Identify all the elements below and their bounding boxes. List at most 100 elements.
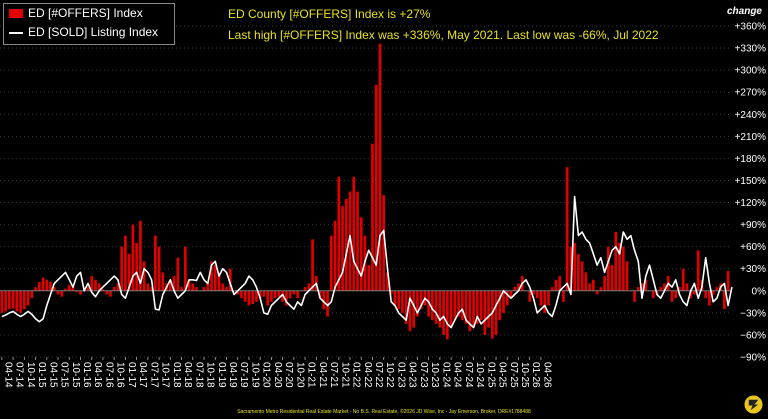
legend-swatch-bar [9,9,23,18]
offers-bar [401,290,404,313]
offers-bar [457,290,460,317]
offers-bar [412,290,416,328]
offers-bar [94,279,97,291]
x-tick-label: 10-15 [70,362,81,388]
offers-bar [644,279,648,291]
offers-bar [693,290,696,295]
offers-bar [427,290,430,317]
x-tick-label: 07-21 [328,362,339,388]
offers-bar [446,290,449,340]
line-series [1,195,733,329]
offers-bar [127,254,131,291]
offers-bar [371,143,374,291]
offers-bar [685,283,689,291]
x-tick-label: 07-14 [14,362,25,388]
offers-bar [460,290,464,321]
x-tick-label: 10-18 [205,362,216,388]
offers-bar [341,206,344,291]
y-tick-label: +150% [735,176,767,187]
offers-bar [453,290,457,321]
offers-bar [352,176,356,291]
offers-bar [543,290,547,313]
offers-bar [183,246,187,291]
offers-bar [75,290,79,293]
offers-bar [595,290,599,295]
offers-bar [547,290,550,306]
offers-bar [681,268,685,291]
offers-bar [146,283,150,291]
offers-bar [487,290,490,328]
offers-bar [479,290,483,321]
offers-bar [498,290,502,321]
offers-bar [8,290,11,310]
offers-bar [408,290,412,332]
x-tick-label: 07-17 [148,362,159,388]
offers-bar [124,235,127,291]
offers-bar [262,290,266,297]
offers-bar [397,290,401,310]
offers-bar [0,290,4,313]
offers-bar [726,270,730,291]
offers-bar [187,279,191,291]
offers-bar [382,195,386,291]
offers-bar [288,290,292,299]
offers-bar [528,290,532,302]
offers-bar [715,287,719,291]
offers-bar [90,276,94,291]
offers-bar [573,242,576,291]
x-tick-label: 01-22 [351,362,362,388]
offers-bar [696,250,700,291]
offers-bar [64,288,67,291]
offers-bar [449,290,453,328]
offers-bar [505,290,509,306]
offers-bar [19,290,22,313]
headline-high-low: Last high [#OFFERS] Index was +336%, May… [228,28,659,42]
x-tick-label: 01-15 [36,362,47,388]
offers-bar [270,290,273,302]
x-axis-tick-labels: 04-14 07-14 10-14 01-15 04-15 07-15 10-15 01-16… [1,357,552,388]
offers-bar [296,290,299,299]
offers-bar [678,287,681,291]
offers-bar [303,287,307,291]
offers-bar [532,290,535,295]
offers-bar [434,290,438,324]
offers-bar [281,290,284,302]
offers-bar [79,290,82,295]
x-tick-label: 01-16 [81,362,92,388]
offers-bar [105,290,109,295]
offers-bar [502,290,505,313]
footer-credit: Sacramento Metro Residential Real Estate… [237,409,531,415]
offers-bar [468,290,472,332]
offers-bar [614,231,618,291]
offers-bar [202,287,206,291]
offers-bar [610,265,614,291]
offers-bar [367,265,371,291]
offers-bar [30,290,34,299]
offers-bar [674,290,678,299]
x-tick-label: 04-21 [317,362,328,388]
offers-bar [389,290,393,295]
offers-bar [633,290,636,302]
x-tick-label: 10-20 [294,362,305,388]
offers-bar [670,290,674,302]
offers-bar [577,254,580,291]
offers-bar [228,268,232,291]
offers-bar [37,281,41,291]
x-tick-label: 07-23 [418,362,429,388]
offers-bar [404,290,408,324]
offers-bar [26,290,30,306]
sold-index-line [1,195,733,329]
x-tick-label: 04-18 [182,362,193,388]
x-tick-label: 04-20 [272,362,283,388]
x-tick-label: 07-19 [238,362,249,388]
headline-current: ED County [#OFFERS] Index is +27% [228,7,431,21]
offers-bar [558,276,562,291]
offers-bar [180,287,183,291]
offers-bar [60,290,64,297]
x-tick-label: 07-16 [103,362,114,388]
y-axis-title: change [726,6,762,17]
offers-bar [225,287,228,291]
offers-bar [569,246,573,291]
offers-bar [307,283,311,291]
